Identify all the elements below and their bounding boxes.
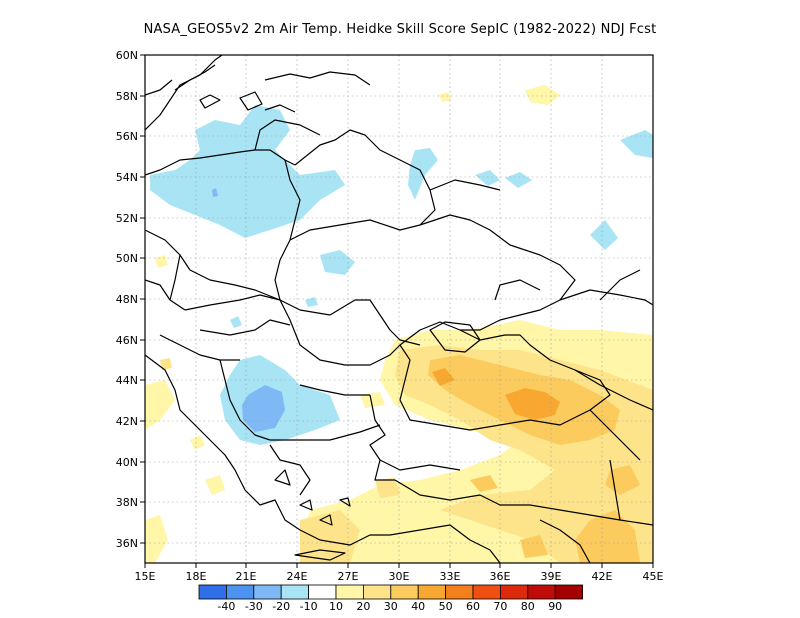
lon-label: 27E bbox=[338, 570, 359, 583]
lon-label: 18E bbox=[186, 570, 207, 583]
colorbar-label: 80 bbox=[521, 600, 535, 613]
colorbar-label: -10 bbox=[300, 600, 318, 613]
lat-label: 56N bbox=[116, 130, 138, 143]
colorbar-swatch bbox=[225, 584, 255, 600]
colorbar-label: -20 bbox=[272, 600, 290, 613]
colorbar-label: 40 bbox=[411, 600, 425, 613]
colorbar-swatch bbox=[280, 584, 310, 600]
colorbar-swatch bbox=[362, 584, 392, 600]
lat-label: 36N bbox=[116, 537, 138, 550]
lat-label: 54N bbox=[116, 171, 138, 184]
lon-label: 33E bbox=[440, 570, 461, 583]
lon-labels: 15E 18E 21E 24E 27E 30E 33E 36E 39E 42E … bbox=[135, 570, 664, 583]
colorbar-label: 20 bbox=[356, 600, 370, 613]
colorbar-swatch bbox=[335, 584, 364, 600]
lat-label: 38N bbox=[116, 496, 138, 509]
lon-label: 42E bbox=[592, 570, 613, 583]
colorbar-label: 60 bbox=[466, 600, 480, 613]
strong-negative-regions bbox=[212, 188, 285, 432]
colorbar-swatch bbox=[527, 584, 556, 600]
lat-label: 42N bbox=[116, 415, 138, 428]
colorbar-label: 10 bbox=[329, 600, 343, 613]
map-gridlines bbox=[145, 55, 653, 563]
colorbar-swatch bbox=[308, 584, 337, 600]
colorbar-label: 50 bbox=[439, 600, 453, 613]
colorbar-swatch bbox=[417, 584, 447, 600]
lon-label: 21E bbox=[236, 570, 257, 583]
lon-label: 30E bbox=[389, 570, 410, 583]
lat-label: 60N bbox=[116, 49, 138, 62]
lat-label: 52N bbox=[116, 212, 138, 225]
lat-labels: 60N 58N 56N 54N 52N 50N 48N 46N 44N 42N … bbox=[116, 49, 138, 550]
shaded-field bbox=[145, 85, 653, 563]
very-high-positive-regions bbox=[432, 368, 560, 420]
colorbar-label: -40 bbox=[217, 600, 235, 613]
country-borders bbox=[145, 55, 653, 563]
lat-label: 50N bbox=[116, 252, 138, 265]
colorbar-swatch bbox=[472, 584, 501, 600]
colorbar bbox=[198, 584, 584, 600]
colorbar-label: -30 bbox=[245, 600, 263, 613]
lon-label: 15E bbox=[135, 570, 156, 583]
lon-ticks bbox=[144, 563, 654, 568]
lat-label: 40N bbox=[116, 456, 138, 469]
colorbar-swatch bbox=[445, 584, 474, 600]
lat-label: 48N bbox=[116, 293, 138, 306]
colorbar-label: 30 bbox=[384, 600, 398, 613]
lat-label: 44N bbox=[116, 374, 138, 387]
lon-label: 24E bbox=[287, 570, 308, 583]
colorbar-swatch bbox=[390, 584, 419, 600]
lon-label: 45E bbox=[643, 570, 664, 583]
lat-ticks bbox=[140, 54, 145, 544]
map-title: NASA_GEOS5v2 2m Air Temp. Heidke Skill S… bbox=[143, 22, 657, 37]
colorbar-swatch bbox=[554, 584, 584, 600]
lat-label: 58N bbox=[116, 90, 138, 103]
lon-label: 36E bbox=[490, 570, 511, 583]
colorbar-swatch bbox=[253, 584, 282, 600]
colorbar-swatch bbox=[198, 584, 227, 600]
colorbar-labels: -40 -30 -20 -10 10 20 30 40 50 60 70 80 90 bbox=[217, 600, 562, 613]
colorbar-label: 90 bbox=[548, 600, 562, 613]
colorbar-label: 70 bbox=[493, 600, 507, 613]
colorbar-swatch bbox=[499, 584, 529, 600]
lon-label: 39E bbox=[541, 570, 562, 583]
lat-label: 46N bbox=[116, 334, 138, 347]
